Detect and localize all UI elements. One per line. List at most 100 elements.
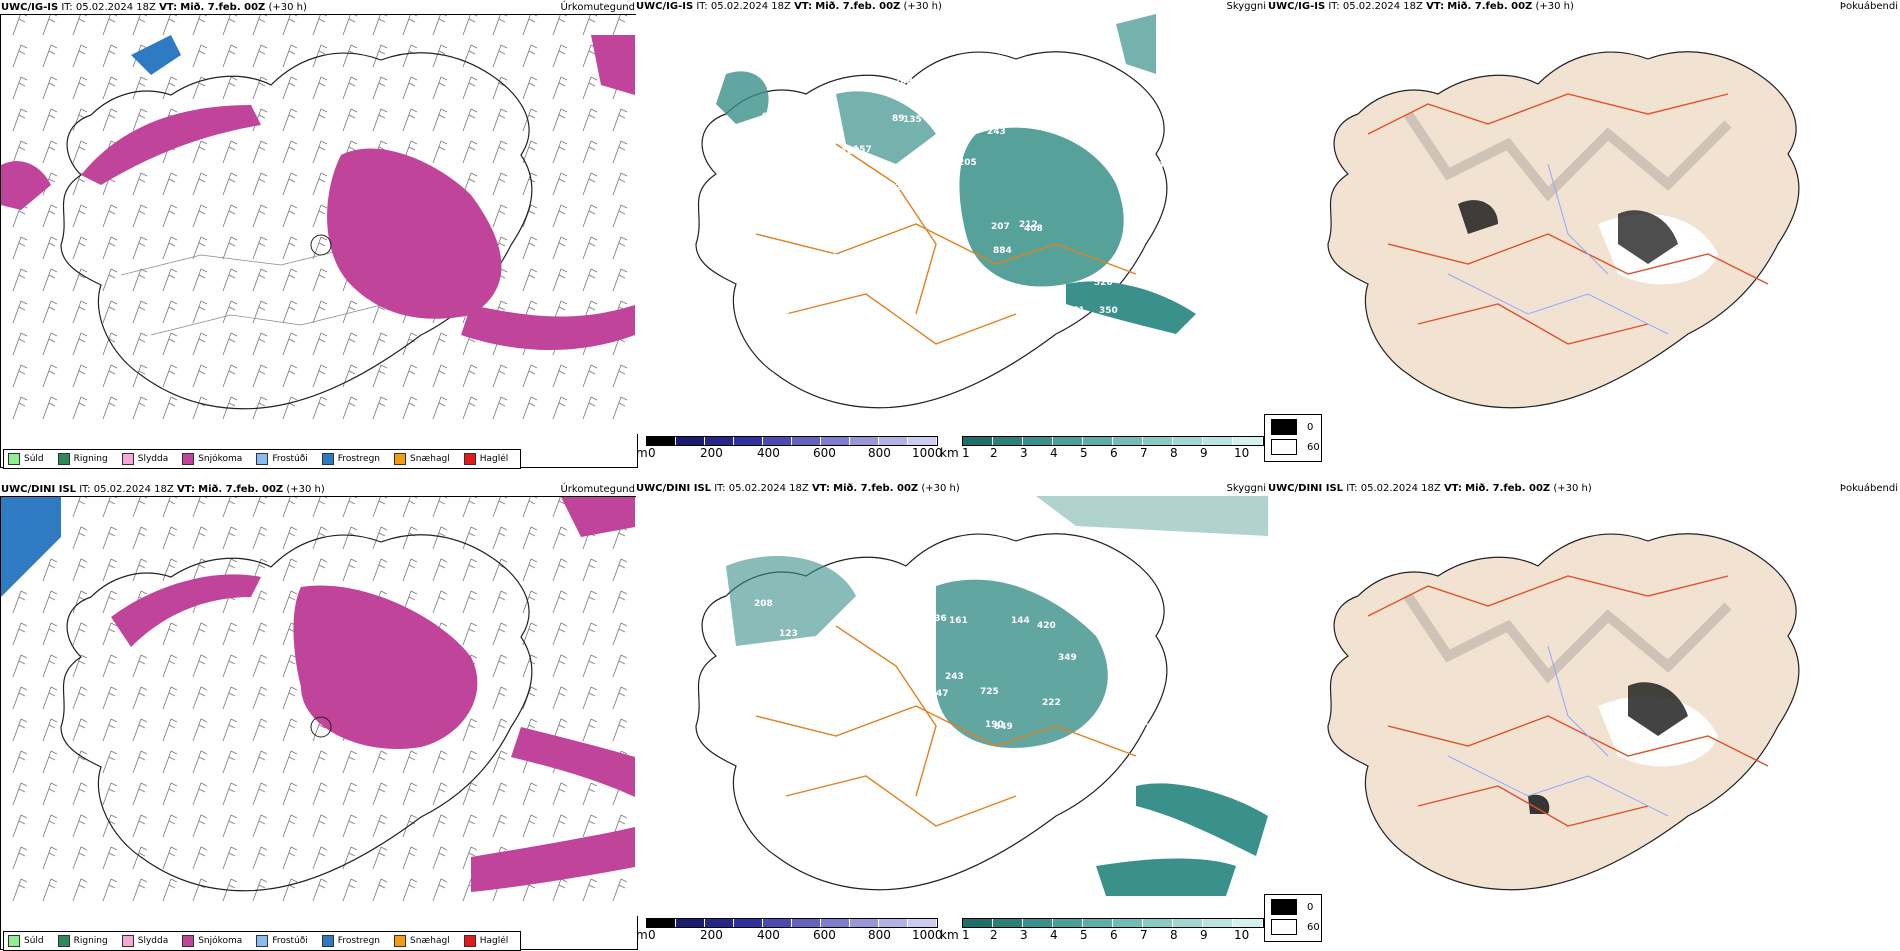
wind-barb-icon — [42, 654, 58, 678]
wind-barb-icon — [462, 622, 478, 646]
panel-precip-type-igis: UWC/IG-IS IT: 05.02.2024 18Z VT: Mið. 7.… — [0, 2, 638, 469]
wind-barb-icon — [372, 782, 388, 806]
ceiling-value-label: 520 — [1094, 278, 1113, 288]
wind-barb-icon — [252, 590, 268, 614]
panel-precip-type-dini: UWC/DINI ISL IT: 05.02.2024 18Z VT: Mið.… — [0, 484, 638, 951]
wind-barb-icon — [42, 300, 58, 324]
wind-barb-icon — [42, 782, 58, 806]
wind-barb-icon — [72, 140, 88, 164]
wind-barb-icon — [12, 590, 28, 614]
wind-barb-icon — [72, 396, 88, 420]
legend-swatch — [57, 935, 70, 947]
wind-barb-icon — [42, 268, 58, 292]
ceiling-value-label: 105 — [841, 147, 860, 157]
wind-barb-icon — [492, 172, 508, 196]
ceiling-value-label: 190 — [756, 169, 775, 179]
wind-barb-icon — [582, 236, 598, 260]
wind-barb-icon — [252, 526, 268, 550]
wind-barb-icon — [582, 140, 598, 164]
wind-barb-icon — [522, 140, 538, 164]
wind-barb-icon — [132, 846, 148, 870]
wind-barb-icon — [312, 878, 328, 902]
wind-barb-icon — [432, 108, 448, 132]
wind-barb-icon — [492, 526, 508, 550]
wind-barb-icon — [522, 782, 538, 806]
ceiling-value-label: 574 — [1094, 569, 1113, 579]
ceiling-value-label: 155 — [894, 168, 913, 178]
wind-barb-icon — [402, 76, 418, 100]
wind-barb-icon — [162, 497, 178, 518]
visibility-map: 210 201 190 208 183 123 137 188 420 136 144 938 505 3… — [695, 496, 1268, 896]
fog-map — [1327, 533, 1800, 891]
ceiling-value-label: 139 — [760, 735, 779, 745]
legend-item: Frostregn — [321, 453, 380, 465]
wind-barb-icon — [492, 364, 508, 388]
ceiling-value-label: 938 — [1057, 785, 1076, 795]
wind-barb-icon — [102, 76, 118, 100]
wind-barb-icon — [432, 364, 448, 388]
legend-swatch — [256, 935, 269, 947]
wind-barb-icon — [522, 44, 538, 68]
wind-barb-icon — [612, 236, 628, 260]
wind-barb-icon — [132, 15, 148, 36]
wind-barb-icon — [492, 750, 508, 774]
ceiling-value-label: 123 — [779, 629, 798, 639]
wind-barb-icon — [42, 878, 58, 902]
wind-barb-icon — [282, 76, 298, 100]
wind-barb-icon — [42, 814, 58, 838]
ceiling-value-label: 505 — [869, 748, 888, 758]
legend-item: Snjókoma — [182, 935, 242, 947]
wind-barb-icon — [372, 364, 388, 388]
wind-barb-icon — [402, 332, 418, 356]
wind-barb-icon — [372, 76, 388, 100]
wind-barb-icon — [252, 750, 268, 774]
wind-barb-icon — [192, 268, 208, 292]
ceiling-value-label: 123 — [795, 156, 814, 166]
wind-barb-icon — [492, 590, 508, 614]
wind-barb-icon — [372, 814, 388, 838]
wind-barb-icon — [462, 44, 478, 68]
wind-barb-icon — [402, 846, 418, 870]
wind-barb-icon — [132, 878, 148, 902]
wind-barb-icon — [72, 782, 88, 806]
wind-barb-icon — [552, 622, 568, 646]
fog-legend: 0 60 — [1264, 894, 1322, 942]
ceiling-value-label: 107 — [738, 295, 757, 305]
wind-barb-icon — [162, 750, 178, 774]
wind-barb-icon — [102, 526, 118, 550]
wind-barb-icon — [72, 814, 88, 838]
wind-barb-icon — [492, 814, 508, 838]
wind-barb-icon — [12, 750, 28, 774]
wind-barb-icon — [312, 44, 328, 68]
wind-barb-icon — [192, 204, 208, 228]
wind-barb-icon — [552, 814, 568, 838]
wind-barb-icon — [282, 236, 298, 260]
ceiling-value-label: 268 — [894, 77, 913, 87]
ceiling-value-label: 210 — [1081, 804, 1100, 814]
wind-barb-icon — [102, 654, 118, 678]
fog-swatch-dark — [1271, 899, 1297, 915]
wind-barb-icon — [492, 558, 508, 582]
wind-barb-icon — [342, 108, 358, 132]
legend-swatch — [394, 453, 407, 465]
wind-barb-icon — [12, 396, 28, 420]
wind-barb-icon — [312, 268, 328, 292]
panel-fog-index-igis: UWC/IG-IS IT: 05.02.2024 18Z VT: Mið. 7.… — [1264, 1, 1900, 464]
wind-barb-icon — [282, 268, 298, 292]
wind-barb-icon — [72, 332, 88, 356]
wind-barb-icon — [252, 332, 268, 356]
wind-barb-icon — [282, 497, 298, 518]
wind-barb-icon — [282, 204, 298, 228]
ceiling-value-label: 62 — [780, 671, 793, 681]
wind-barb-icon — [42, 558, 58, 582]
wind-barb-icon — [462, 814, 478, 838]
wind-barb-icon — [42, 686, 58, 710]
panel-header: UWC/DINI ISL IT: 05.02.2024 18Z VT: Mið.… — [1, 484, 325, 495]
wind-barb-icon — [132, 750, 148, 774]
wind-barb-icon — [102, 108, 118, 132]
wind-barb-icon — [372, 396, 388, 420]
wind-barb-icon — [552, 654, 568, 678]
wind-barb-icon — [612, 622, 628, 646]
wind-barb-icon — [222, 718, 238, 742]
wind-barb-icon — [372, 15, 388, 36]
